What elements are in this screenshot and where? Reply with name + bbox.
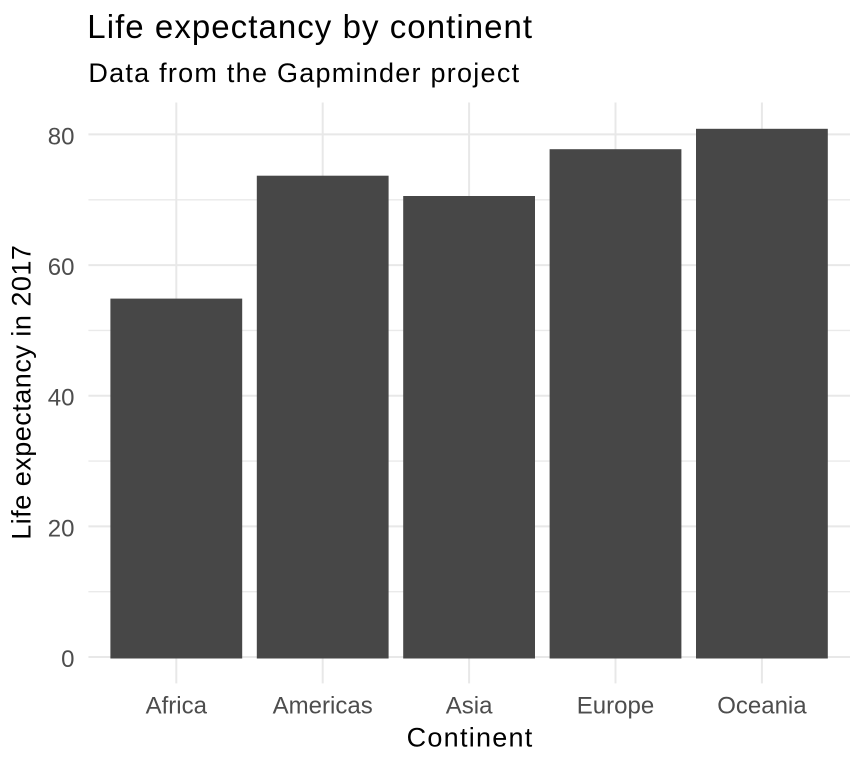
svg-text:Europe: Europe [577,692,654,719]
svg-text:80: 80 [48,123,75,150]
svg-text:60: 60 [48,254,75,281]
svg-text:Life expectancy in 2017: Life expectancy in 2017 [7,245,37,540]
svg-text:40: 40 [48,385,75,412]
svg-text:Continent: Continent [407,722,534,752]
svg-text:Africa: Africa [146,692,208,719]
svg-text:Asia: Asia [446,692,493,719]
svg-text:0: 0 [61,646,74,673]
svg-text:Life expectancy by continent: Life expectancy by continent [87,8,533,45]
svg-text:Americas: Americas [273,692,373,719]
svg-text:Data from the Gapminder projec: Data from the Gapminder project [88,58,520,88]
svg-text:20: 20 [48,515,75,542]
svg-text:Oceania: Oceania [717,692,807,719]
